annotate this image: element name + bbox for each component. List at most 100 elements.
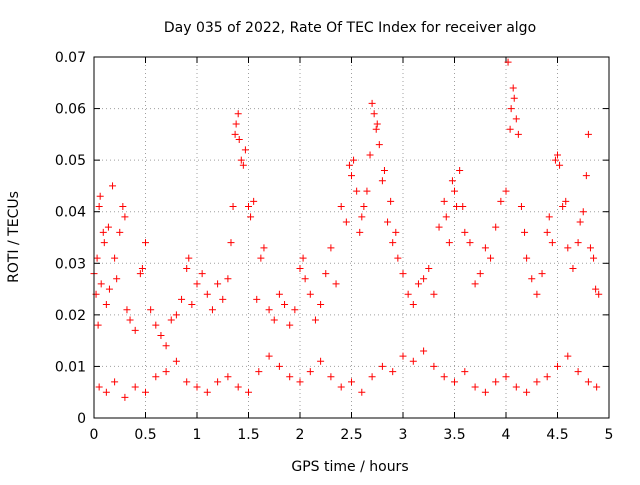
data-point-marker (317, 357, 325, 365)
data-points (90, 58, 603, 401)
data-point-marker (157, 331, 165, 339)
data-point-marker (461, 228, 469, 236)
data-point-marker (569, 264, 577, 272)
plot-area-frame (93, 56, 610, 419)
data-point-marker (461, 368, 469, 376)
grid-lines (94, 57, 609, 418)
data-point-marker (512, 115, 520, 123)
data-point-marker (241, 146, 249, 154)
data-point-marker (574, 368, 582, 376)
data-point-marker (562, 197, 570, 205)
data-point-marker (113, 275, 121, 283)
data-point-marker (584, 378, 592, 386)
data-point-marker (203, 388, 211, 396)
data-point-marker (445, 239, 453, 247)
data-point-marker (420, 347, 428, 355)
data-point-marker (350, 156, 358, 164)
data-point-marker (366, 151, 374, 159)
data-point-marker (517, 203, 525, 211)
data-point-marker (286, 373, 294, 381)
data-point-marker (121, 393, 129, 401)
y-tick-label: 0 (77, 411, 86, 427)
x-axis-label: GPS time / hours (291, 459, 408, 475)
data-point-marker (102, 301, 110, 309)
data-point-marker (296, 378, 304, 386)
data-point-marker (193, 280, 201, 288)
data-point-marker (389, 368, 397, 376)
data-point-marker (492, 223, 500, 231)
data-point-marker (193, 383, 201, 391)
data-point-marker (296, 264, 304, 272)
data-point-marker (245, 203, 252, 211)
data-point-marker (337, 203, 345, 211)
data-point-marker (167, 316, 175, 324)
data-point-marker (178, 295, 186, 303)
data-point-marker (348, 172, 355, 180)
data-point-marker (93, 254, 101, 262)
data-point-marker (337, 383, 345, 391)
data-point-marker (471, 280, 479, 288)
data-point-marker (214, 378, 222, 386)
y-tick-label: 0.01 (55, 359, 86, 375)
data-point-marker (224, 373, 232, 381)
data-point-marker (370, 110, 378, 118)
data-point-marker (327, 244, 335, 252)
data-point-marker (345, 161, 353, 169)
data-point-marker (590, 254, 598, 262)
data-point-marker (301, 275, 309, 283)
data-point-marker (554, 151, 561, 159)
data-point-marker (502, 187, 510, 195)
data-point-marker (372, 125, 380, 133)
data-point-marker (245, 388, 252, 396)
data-point-marker (123, 306, 131, 314)
data-point-marker (378, 177, 386, 185)
data-point-marker (214, 280, 222, 288)
data-point-marker (232, 120, 240, 128)
x-tick-label: 1.5 (237, 427, 259, 443)
data-point-marker (306, 368, 314, 376)
data-point-marker (142, 239, 149, 247)
data-point-marker (275, 362, 283, 370)
data-point-marker (556, 161, 564, 169)
data-point-marker (234, 110, 242, 118)
data-point-marker (356, 228, 364, 236)
data-point-marker (543, 373, 551, 381)
data-point-marker (564, 244, 572, 252)
data-point-marker (152, 321, 160, 329)
data-point-marker (373, 120, 381, 128)
data-point-marker (116, 228, 124, 236)
x-tick-label: 3.5 (443, 427, 465, 443)
data-point-marker (507, 105, 515, 113)
x-tick-label: 1 (193, 427, 202, 443)
data-point-marker (409, 357, 417, 365)
data-point-marker (286, 321, 294, 329)
data-point-marker (162, 342, 170, 350)
y-tick-label: 0.04 (55, 205, 86, 221)
data-point-marker (584, 130, 592, 138)
data-point-marker (96, 192, 104, 200)
x-tick-label: 2.5 (340, 427, 362, 443)
y-tick-label: 0.03 (55, 256, 86, 272)
y-tick-label: 0.02 (55, 308, 86, 324)
x-tick-label: 5 (605, 427, 614, 443)
data-point-marker (559, 203, 567, 211)
data-point-marker (394, 254, 402, 262)
data-point-marker (533, 290, 541, 298)
data-point-marker (311, 316, 319, 324)
data-point-marker (548, 239, 556, 247)
data-point-marker (227, 239, 235, 247)
data-point-marker (281, 301, 289, 309)
data-point-marker (275, 290, 283, 298)
data-point-marker (453, 203, 461, 211)
data-point-marker (576, 218, 584, 226)
data-point-marker (203, 290, 211, 298)
data-point-marker (126, 316, 134, 324)
data-point-marker (152, 373, 160, 381)
data-point-marker (229, 203, 237, 211)
data-point-marker (95, 383, 103, 391)
data-point-marker (119, 203, 127, 211)
data-point-marker (528, 275, 536, 283)
data-point-marker (497, 197, 505, 205)
